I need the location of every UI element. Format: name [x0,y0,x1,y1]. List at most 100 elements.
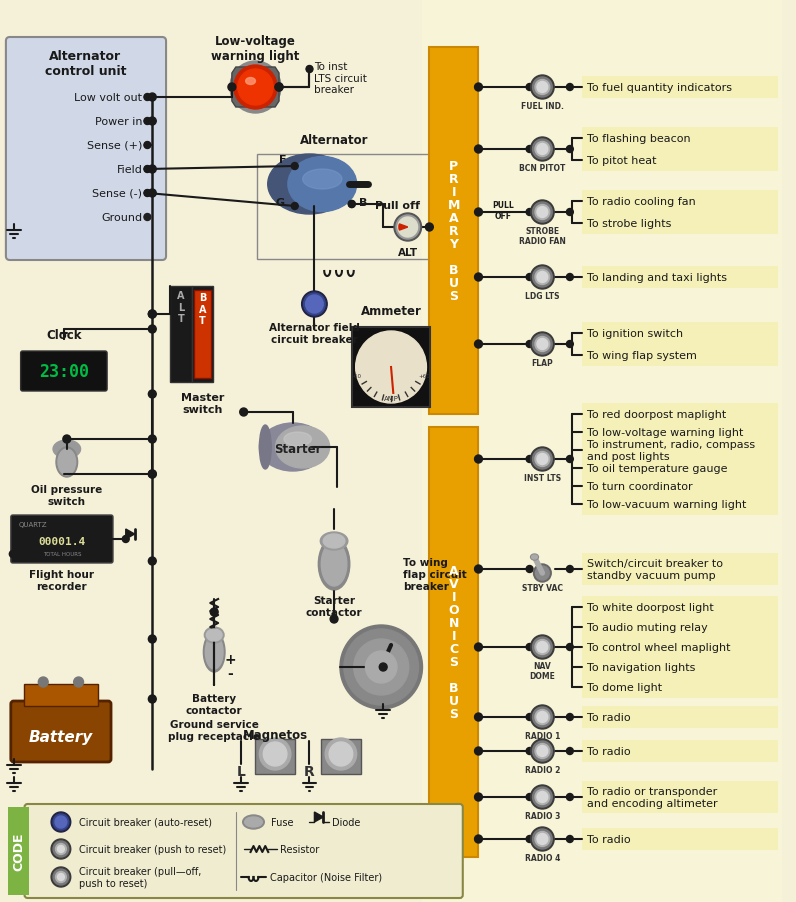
Text: To landing and taxi lights: To landing and taxi lights [587,272,727,282]
Bar [429,428,478,857]
Text: RADIO 3: RADIO 3 [525,811,560,820]
Circle shape [567,85,573,91]
Circle shape [536,566,549,580]
Polygon shape [232,68,279,108]
Bar [24,685,98,706]
Circle shape [537,339,548,350]
Circle shape [365,651,397,683]
Circle shape [356,332,427,403]
Circle shape [306,67,313,73]
Circle shape [474,456,482,464]
Circle shape [537,712,548,723]
Text: To pitot heat: To pitot heat [587,156,656,166]
Circle shape [53,815,68,830]
Circle shape [535,271,550,285]
Circle shape [144,166,150,173]
Circle shape [144,191,150,197]
Ellipse shape [302,170,342,189]
Text: To fuel quantity indicators: To fuel quantity indicators [587,83,732,93]
Circle shape [349,201,355,208]
Circle shape [533,203,552,223]
Circle shape [230,62,281,114]
Circle shape [53,841,68,857]
FancyBboxPatch shape [25,804,462,898]
Circle shape [51,867,71,887]
Circle shape [10,551,16,557]
Ellipse shape [205,635,223,669]
Bar [8,807,29,895]
Text: R: R [304,764,315,778]
Ellipse shape [259,424,326,472]
Circle shape [144,190,150,198]
Circle shape [531,76,554,100]
Text: Diode: Diode [332,817,361,827]
Bar [582,403,778,426]
FancyBboxPatch shape [11,515,113,564]
Circle shape [148,695,156,704]
Text: To radio or transponder
and encoding altimeter: To radio or transponder and encoding alt… [587,787,717,808]
Bar [582,436,778,465]
Circle shape [144,143,150,150]
Bar [582,267,778,289]
Circle shape [531,138,554,161]
Text: Low-voltage
warning light: Low-voltage warning light [211,35,299,63]
Bar [582,554,778,585]
Ellipse shape [320,532,348,550]
Text: To radio: To radio [587,834,630,844]
Circle shape [306,296,323,314]
Circle shape [123,536,129,543]
Text: Alternator field
circuit breaker: Alternator field circuit breaker [269,323,360,345]
Text: Circuit breaker (auto-reset): Circuit breaker (auto-reset) [79,817,212,827]
Circle shape [567,713,573,721]
Text: Capacitor (Noise Filter): Capacitor (Noise Filter) [270,872,382,882]
Circle shape [144,95,150,101]
Bar [582,781,778,813]
Bar [256,739,295,774]
Ellipse shape [531,555,538,560]
Text: Resistor: Resistor [280,844,319,854]
Circle shape [533,335,552,354]
Bar [582,828,778,850]
Bar [582,345,778,366]
Text: B
A
T: B A T [199,292,206,326]
Text: NAV
DOME: NAV DOME [529,661,556,681]
Circle shape [474,566,482,574]
Ellipse shape [532,556,537,559]
Text: To control wheel maplight: To control wheel maplight [587,642,730,652]
Bar [582,421,778,444]
Text: FUEL IND.: FUEL IND. [521,102,564,111]
Circle shape [474,713,482,722]
Bar [582,706,778,728]
Text: Field: Field [116,165,142,175]
Text: To inst
LTS circuit
breaker: To inst LTS circuit breaker [314,62,367,95]
Circle shape [291,203,298,210]
Text: P
R
I
M
A
R
Y
 
B
U
S: P R I M A R Y B U S [447,160,460,303]
Text: L: L [236,764,245,778]
Bar [192,287,213,382]
Text: To turn coordinator: To turn coordinator [587,482,693,492]
Text: To instrument, radio, compass
and post lights: To instrument, radio, compass and post l… [587,439,755,461]
Circle shape [56,843,66,854]
Circle shape [474,146,482,154]
Circle shape [533,140,552,160]
Circle shape [567,456,573,463]
Ellipse shape [244,817,263,827]
Circle shape [537,746,548,757]
FancyBboxPatch shape [6,38,166,261]
Ellipse shape [243,815,264,829]
Text: G: G [275,198,285,207]
Circle shape [531,266,554,290]
Ellipse shape [259,426,271,469]
Circle shape [537,82,548,94]
Bar [582,741,778,762]
Text: PULL
OFF: PULL OFF [492,201,514,220]
Circle shape [533,787,552,807]
Ellipse shape [288,157,357,212]
Ellipse shape [206,630,222,641]
Circle shape [533,638,552,658]
Circle shape [535,789,550,805]
Circle shape [148,326,156,334]
Circle shape [144,95,150,101]
Circle shape [238,70,273,106]
Circle shape [567,274,573,281]
